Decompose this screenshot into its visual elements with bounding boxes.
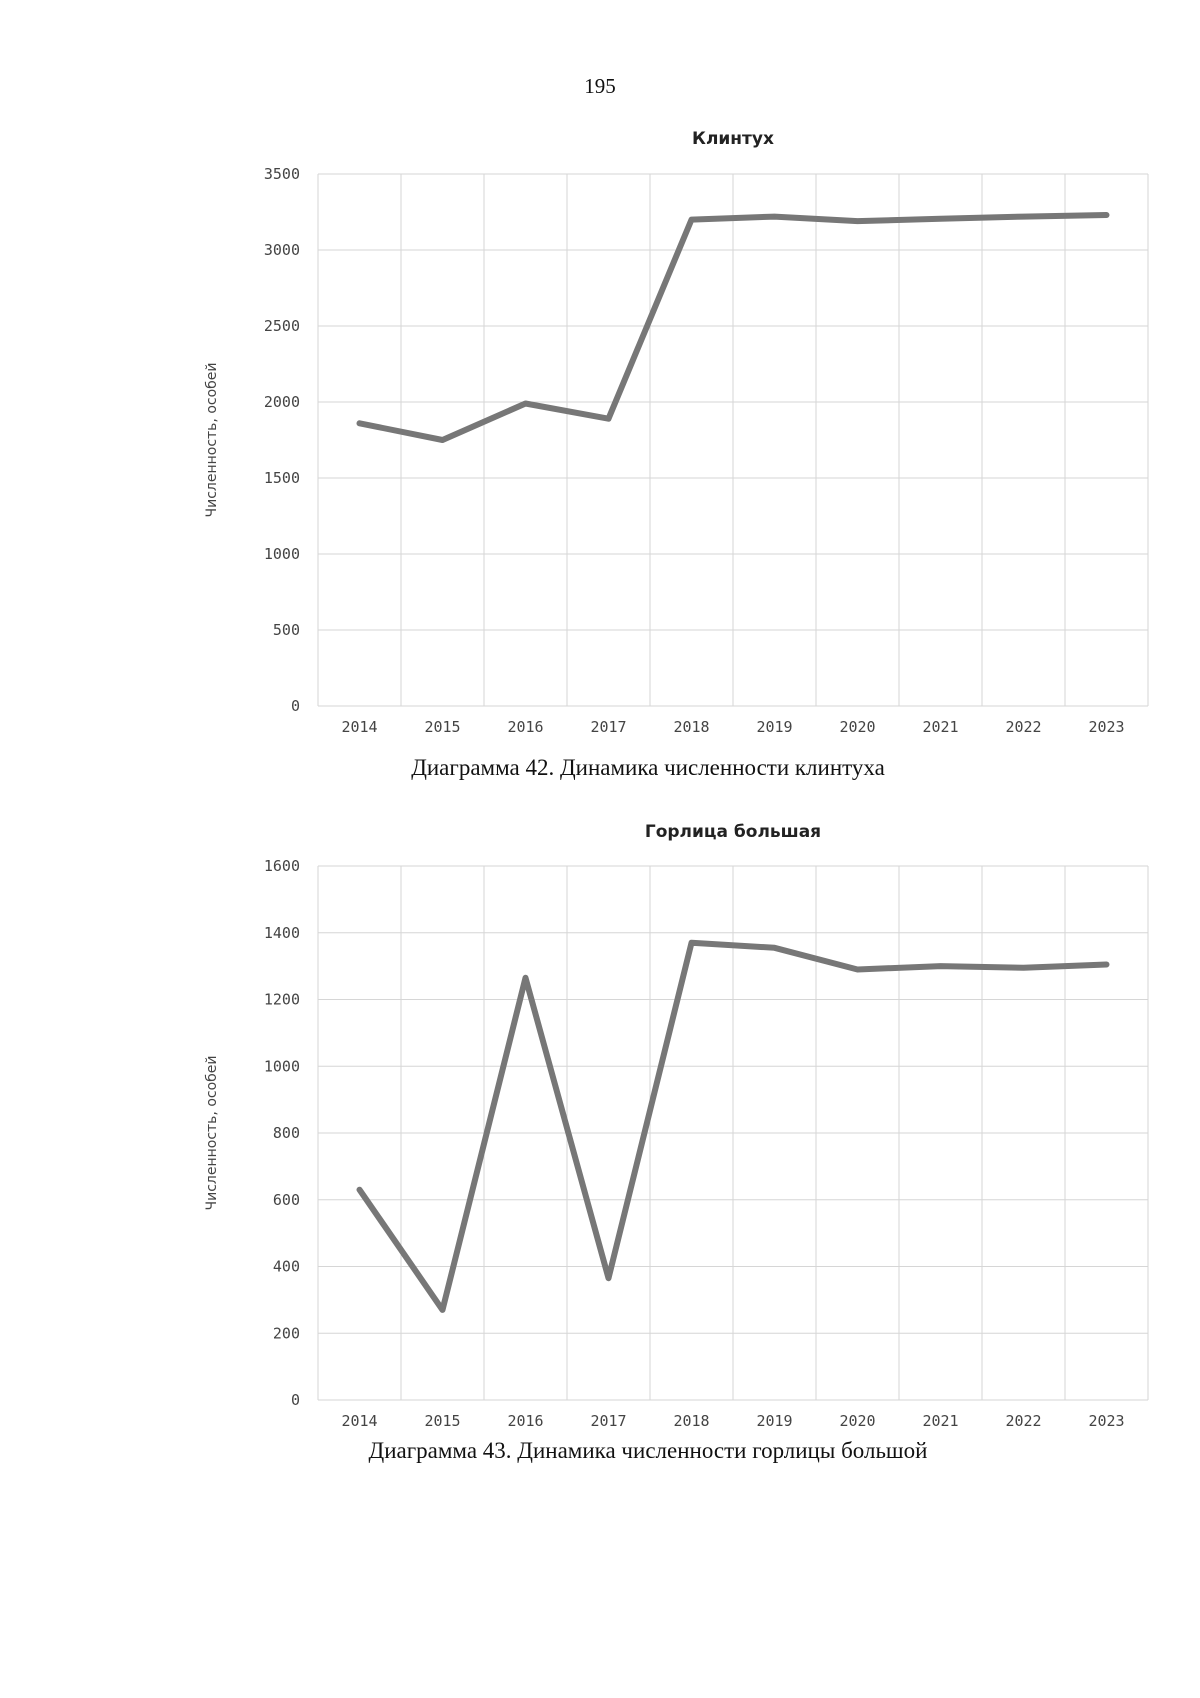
chart-2-data-point (441, 1308, 444, 1311)
chart-2-x-tick-label: 2023 (1088, 1412, 1124, 1430)
chart-1-y-tick-label: 2000 (264, 393, 300, 411)
chart-2-x-tick-label: 2015 (424, 1412, 460, 1430)
chart-1-x-tick-label: 2016 (507, 718, 543, 736)
chart-1-y-tick-label: 500 (273, 621, 300, 639)
chart-1-y-tick-label: 3000 (264, 241, 300, 259)
chart-1-data-point (690, 218, 693, 221)
chart-2-y-tick-label: 1000 (264, 1057, 300, 1075)
page-number: 195 (584, 74, 616, 98)
chart-1-y-tick-label: 1000 (264, 545, 300, 563)
chart-2-title: Горлица большая (645, 822, 821, 842)
chart-2-y-tick-label: 800 (273, 1124, 300, 1142)
chart-1-data-point (1105, 214, 1108, 217)
chart-2-x-tick-label: 2014 (341, 1412, 377, 1430)
chart-2-data-point (773, 946, 776, 949)
chart-1-x-tick-label: 2021 (922, 718, 958, 736)
chart-1-x-tick-label: 2017 (590, 718, 626, 736)
chart-2-x-tick-label: 2020 (839, 1412, 875, 1430)
chart-2-y-tick-label: 200 (273, 1324, 300, 1342)
chart-2-y-tick-label: 0 (291, 1391, 300, 1409)
chart-2-x-tick-label: 2021 (922, 1412, 958, 1430)
chart-2-data-point (1105, 963, 1108, 966)
chart-1-series-line (356, 212, 1110, 443)
chart-2-x-tick-label: 2018 (673, 1412, 709, 1430)
chart-2-data-point (607, 1277, 610, 1280)
chart-1-y-tick-label: 2500 (264, 317, 300, 335)
chart-2-data-point (358, 1188, 361, 1191)
chart-1-y-axis-label: Численность, особей (204, 362, 220, 517)
chart-2-y-tick-label: 1400 (264, 924, 300, 942)
chart-1-y-tick-label: 3500 (264, 165, 300, 183)
chart-1-x-tick-label: 2019 (756, 718, 792, 736)
chart-1-x-tick-label: 2020 (839, 718, 875, 736)
chart-2-y-tick-label: 1600 (264, 857, 300, 875)
chart-2-x-tick-label: 2016 (507, 1412, 543, 1430)
figure-caption-42: Диаграмма 42. Динамика численности клинт… (411, 755, 885, 780)
chart-gorlitsa-bolshaya: Горлица большая Численность, особей 0 200 40… (204, 822, 1149, 1430)
chart-2-x-tick-label: 2022 (1005, 1412, 1041, 1430)
chart-1-data-point (524, 402, 527, 405)
chart-1-title: Клинтух (692, 129, 774, 149)
chart-1-x-tick-label: 2015 (424, 718, 460, 736)
chart-2-data-point (939, 965, 942, 968)
chart-2-data-point (524, 976, 527, 979)
chart-2-x-tick-label: 2017 (590, 1412, 626, 1430)
chart-1-x-tick-label: 2014 (341, 718, 377, 736)
figure-caption-43: Диаграмма 43. Динамика численности горли… (368, 1438, 928, 1463)
chart-1-x-tick-label: 2022 (1005, 718, 1041, 736)
chart-1-x-tick-label: 2018 (673, 718, 709, 736)
chart-1-y-tick-label: 1500 (264, 469, 300, 487)
chart-1-y-tick-label: 0 (291, 697, 300, 715)
chart-klintukh: Клинтух Численность, особей 0 500 1000 1500 20… (204, 129, 1149, 736)
chart-2-y-tick-label: 1200 (264, 991, 300, 1009)
chart-1-data-point (358, 422, 361, 425)
chart-2-data-point (690, 941, 693, 944)
chart-2-x-tick-label: 2019 (756, 1412, 792, 1430)
chart-2-data-point (1022, 966, 1025, 969)
chart-1-data-point (939, 217, 942, 220)
chart-1-data-point (607, 417, 610, 420)
chart-2-y-axis-label: Численность, особей (204, 1055, 220, 1210)
chart-2-series-line (356, 939, 1110, 1313)
chart-1-x-tick-label: 2023 (1088, 718, 1124, 736)
chart-1-data-point (441, 439, 444, 441)
chart-1-data-point (856, 220, 859, 223)
chart-1-data-point (1022, 215, 1025, 218)
chart-2-y-tick-label: 400 (273, 1258, 300, 1276)
chart-2-y-tick-label: 600 (273, 1191, 300, 1209)
chart-1-data-point (773, 215, 776, 218)
chart-2-data-point (856, 968, 859, 971)
